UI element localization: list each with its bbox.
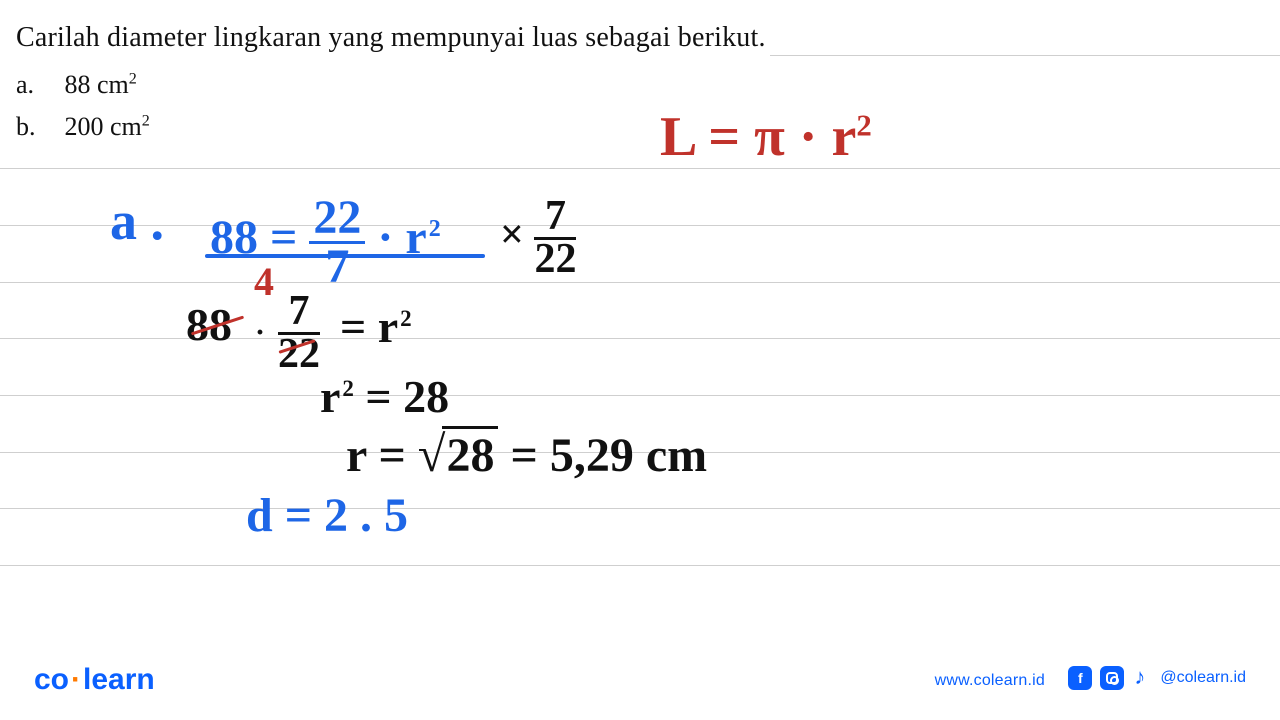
hand-eq1-frac-bot: 7 xyxy=(309,244,365,290)
hand-eq4-result: 5,29 cm xyxy=(550,429,707,482)
hand-eq1-frac-top: 22 xyxy=(309,195,365,244)
option-b: b. 200 cm2 xyxy=(16,112,150,142)
hand-eq1-exp: 2 xyxy=(429,216,441,242)
hand-eq1: 88 = 22 7 · r2 xyxy=(210,195,441,289)
footer-logo-learn: learn xyxy=(83,663,155,696)
hand-eq3: r2 = 28 xyxy=(320,370,449,423)
hand-eq2-frac-top: 7 xyxy=(278,292,320,335)
facebook-icon[interactable]: f xyxy=(1068,666,1092,690)
instagram-icon[interactable] xyxy=(1100,666,1124,690)
option-a: a. 88 cm2 xyxy=(16,70,137,100)
hand-eq2-frac: 7 22 xyxy=(278,292,320,375)
hand-eq4: r = 28 = 5,29 cm xyxy=(346,425,707,483)
hand-mult: × 7 22 xyxy=(500,197,576,280)
footer-social: f @colearn.id xyxy=(1068,666,1246,690)
hand-eq1-underline xyxy=(205,254,485,258)
problem-title: Carilah diameter lingkaran yang mempunya… xyxy=(16,22,766,54)
option-a-exp: 2 xyxy=(129,70,137,87)
footer-handle[interactable]: @colearn.id xyxy=(1160,669,1246,687)
hand-mult-frac: 7 22 xyxy=(534,197,576,280)
hand-mult-x: × xyxy=(500,212,524,258)
hand-formula-exp: 2 xyxy=(856,108,871,142)
hand-eq2-dot: · xyxy=(255,316,265,350)
rule-line xyxy=(770,55,1280,56)
rule-line xyxy=(0,508,1280,509)
hand-eq4-eq2: = xyxy=(510,429,537,482)
footer-logo-co: co xyxy=(34,663,69,696)
option-b-value: 200 cm xyxy=(65,112,142,141)
hand-eq3-exp: 2 xyxy=(342,376,354,401)
option-b-exp: 2 xyxy=(142,112,150,129)
hand-d: d = 2 . 5 xyxy=(246,488,408,543)
hand-eq4-eq1: = xyxy=(378,429,405,482)
hand-eq3-eq: = xyxy=(365,371,391,422)
rule-line xyxy=(0,168,1280,169)
hand-mult-bot: 22 xyxy=(534,240,576,280)
hand-part-label: a . xyxy=(110,190,164,252)
rule-line xyxy=(0,282,1280,283)
hand-eq4-sqrt-of: 28 xyxy=(442,426,498,482)
hand-eq4-sqrt: 28 xyxy=(418,425,499,483)
footer-url[interactable]: www.colearn.id xyxy=(935,672,1045,690)
option-b-letter: b. xyxy=(16,112,58,142)
hand-mult-top: 7 xyxy=(534,197,576,240)
hand-eq1-frac: 22 7 xyxy=(309,195,365,289)
hand-eq2-eq: = xyxy=(340,301,366,352)
hand-eq2-rhs: = r2 xyxy=(340,300,412,353)
hand-formula-text: L = π · r xyxy=(660,106,856,168)
hand-formula: L = π · r2 xyxy=(660,105,872,169)
rule-line xyxy=(0,395,1280,396)
rule-line xyxy=(0,565,1280,566)
hand-eq2-exp: 2 xyxy=(400,306,412,331)
option-a-value: 88 cm xyxy=(65,70,129,99)
footer-logo: co·learn xyxy=(34,663,155,697)
footer-logo-dot: · xyxy=(71,663,81,696)
hand-eq2-r: r xyxy=(378,301,398,352)
hand-eq4-lhs: r xyxy=(346,429,366,482)
tiktok-icon[interactable] xyxy=(1132,666,1152,690)
page: { "colors": { "rule": "#cfcfcf", "typese… xyxy=(0,0,1280,720)
hand-four: 4 xyxy=(254,258,274,305)
rule-line xyxy=(0,225,1280,226)
hand-eq3-r: r xyxy=(320,371,340,422)
option-a-letter: a. xyxy=(16,70,58,100)
hand-eq3-rhs: 28 xyxy=(403,371,449,422)
